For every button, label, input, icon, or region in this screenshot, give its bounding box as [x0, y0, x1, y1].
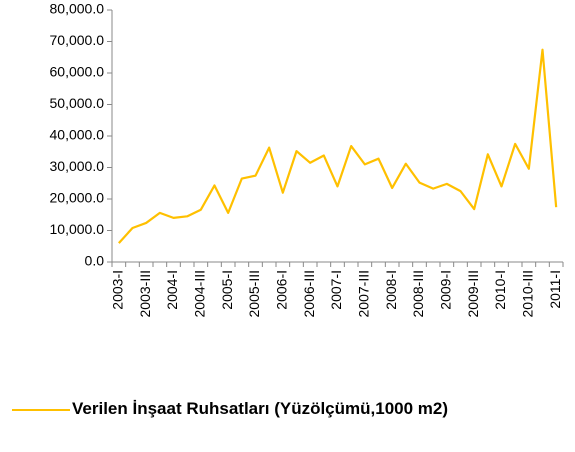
- x-tick-label: 2005-III: [246, 270, 262, 317]
- x-tick-label: 2007-I: [328, 270, 344, 310]
- y-tick-label: 10,000.0: [50, 221, 105, 237]
- y-tick-label: 70,000.0: [50, 32, 105, 48]
- x-tick-label: 2009-III: [465, 270, 481, 317]
- x-tick-label: 2010-I: [492, 270, 508, 310]
- x-tick-label: 2007-III: [356, 270, 372, 317]
- y-tick-label: 80,000.0: [50, 1, 105, 17]
- x-tick-label: 2003-I: [110, 270, 126, 310]
- x-tick-label: 2008-III: [410, 270, 426, 317]
- x-tick-label: 2009-I: [438, 270, 454, 310]
- x-tick-label: 2006-III: [301, 270, 317, 317]
- y-tick-label: 0.0: [85, 253, 105, 269]
- chart: 0.0 10,000.0 20,000.0 30,000.0 40,000.0 50,00…: [50, 1, 564, 317]
- x-tick-label: 2004-I: [164, 270, 180, 310]
- x-tick-label: 2006-I: [274, 270, 290, 310]
- x-tick-label: 2004-III: [192, 270, 208, 317]
- y-tick-label: 30,000.0: [50, 158, 105, 174]
- y-tick-label: 20,000.0: [50, 190, 105, 206]
- x-tick-label: 2011-I: [547, 270, 563, 309]
- legend-swatch: [12, 408, 70, 411]
- data-line: [118, 48, 558, 244]
- legend: Verilen İnşaat Ruhsatları (Yüzölçümü,100…: [12, 394, 567, 424]
- y-tick-label: 60,000.0: [50, 64, 105, 80]
- x-tick-label: 2005-I: [219, 270, 235, 310]
- y-tick-label: 50,000.0: [50, 95, 105, 111]
- y-tick-label: 40,000.0: [50, 127, 105, 143]
- x-tick-label: 2008-I: [383, 270, 399, 310]
- x-tick-label: 2003-III: [137, 270, 153, 317]
- legend-label: Verilen İnşaat Ruhsatları (Yüzölçümü,100…: [72, 399, 449, 418]
- x-tick-label: 2010-III: [520, 270, 536, 317]
